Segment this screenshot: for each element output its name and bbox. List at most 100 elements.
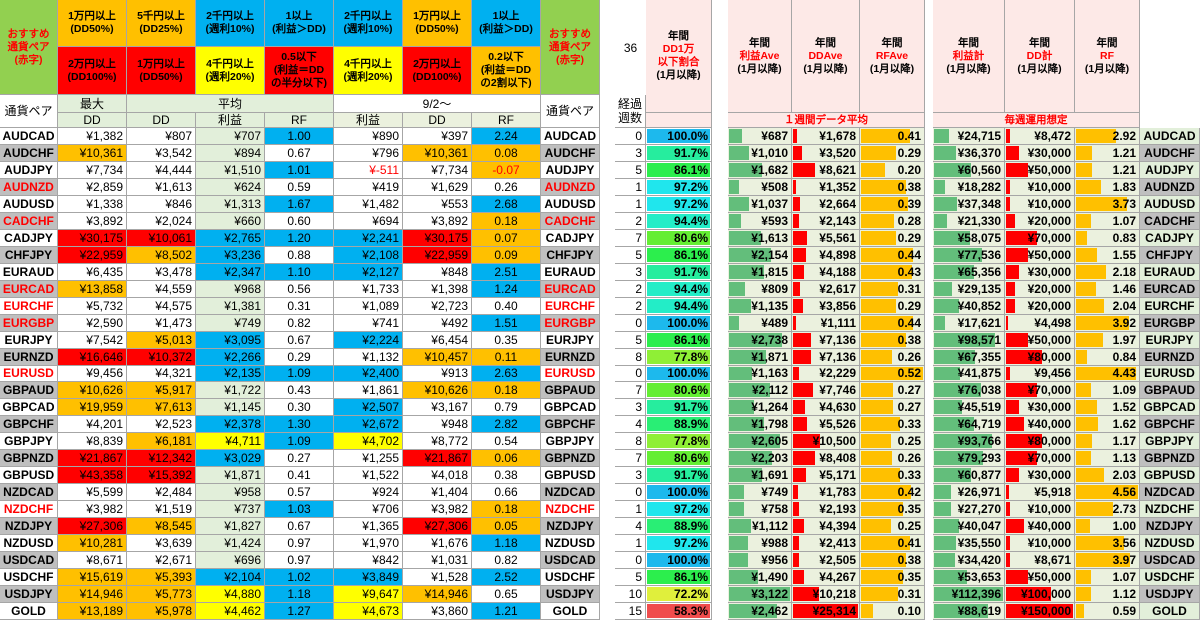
- criteria-bottom: 0.5以下 (利益＝DD の半分以下): [265, 47, 334, 95]
- cell-text: 2.73: [1112, 502, 1136, 517]
- pct-fill: [647, 230, 710, 245]
- pct-text: 80.6%: [673, 383, 708, 398]
- value-cell: ¥1,031: [403, 552, 472, 570]
- sum-cell: ¥50,000: [1005, 331, 1075, 349]
- weeks-cell: 7: [615, 450, 646, 468]
- value-cell: ¥15,392: [127, 467, 196, 485]
- data-bar: [793, 366, 799, 381]
- pair-cell: EURCHF: [541, 297, 600, 315]
- cell-text: ¥37,348: [957, 196, 1001, 211]
- data-bar: [934, 247, 982, 262]
- data-bar: [1076, 383, 1091, 398]
- sum-cell: ¥58,075: [933, 229, 1005, 247]
- data-bar: [934, 366, 960, 381]
- pair-cell: GBPNZD: [0, 450, 58, 468]
- value-cell: 2.52: [472, 569, 541, 587]
- pct-cell: 100.0%: [646, 484, 712, 502]
- ave-cell: ¥2,143: [792, 212, 860, 230]
- ave-cell: ¥2,462: [728, 603, 792, 620]
- weeks-cell: 0: [615, 552, 646, 570]
- data-bar: [861, 417, 901, 432]
- data-bar: [861, 162, 885, 177]
- data-bar: [934, 129, 950, 143]
- sum-cell: ¥70,000: [1005, 229, 1075, 247]
- value-cell: ¥6,454: [403, 331, 472, 349]
- pct-header-foot: [646, 113, 712, 128]
- pair-cell: GOLD: [0, 603, 58, 620]
- cell-text: ¥956: [761, 553, 788, 568]
- pair-cell: NZDCAD: [541, 484, 600, 502]
- data-bar: [861, 451, 892, 466]
- cell-text: 0.38: [897, 332, 921, 347]
- sum-cell: ¥9,456: [1005, 365, 1075, 383]
- value-cell: ¥1,871: [196, 467, 265, 485]
- sum-cell: ¥65,356: [933, 263, 1005, 281]
- cell-text: ¥489: [761, 315, 788, 330]
- data-bar: [793, 519, 805, 534]
- data-bar: [1006, 162, 1029, 177]
- value-cell: ¥19,959: [58, 399, 127, 417]
- value-cell: 0.67: [265, 144, 334, 162]
- pct-fill: [647, 570, 710, 585]
- data-bar: [729, 519, 751, 534]
- recommend-header: おすすめ 通貨ペア (赤字): [0, 0, 58, 95]
- cell-text: 0.25: [897, 434, 921, 449]
- cell-text: 0.59: [1112, 604, 1136, 618]
- value-cell: 0.56: [265, 280, 334, 298]
- criteria-bottom: 4千円以上 (週利20%): [196, 47, 265, 95]
- cell-text: 0.83: [1112, 230, 1136, 245]
- ave-cell: 0.52: [860, 365, 925, 383]
- pair-cell: NZDUSD: [1140, 535, 1200, 553]
- value-cell: ¥30,175: [403, 229, 472, 247]
- pair-cell: NZDJPY: [1140, 518, 1200, 536]
- sum-cell: ¥30,000: [1005, 263, 1075, 281]
- value-cell: 1.00: [265, 128, 334, 145]
- sum-cell: 1.09: [1075, 382, 1140, 400]
- ave-cell: ¥7,136: [792, 348, 860, 366]
- pct-text: 97.2%: [673, 179, 708, 194]
- pct-cell: 88.9%: [646, 416, 712, 434]
- ave-cell: ¥1,613: [728, 229, 792, 247]
- sum-cell: ¥70,000: [1005, 450, 1075, 468]
- cell-text: ¥41,875: [957, 366, 1001, 381]
- value-cell: ¥2,859: [58, 178, 127, 196]
- value-cell: 1.24: [472, 280, 541, 298]
- value-cell: ¥2,108: [334, 246, 403, 264]
- value-cell: ¥968: [196, 280, 265, 298]
- cell-text: ¥1,798: [751, 417, 788, 432]
- value-cell: 1.67: [265, 195, 334, 213]
- ave-cell: 0.26: [860, 348, 925, 366]
- value-cell: ¥10,457: [403, 348, 472, 366]
- sum-cell: 3.56: [1075, 535, 1140, 553]
- value-cell: ¥22,959: [58, 246, 127, 264]
- value-cell: ¥807: [127, 128, 196, 145]
- pair-cell: EURGBP: [0, 314, 58, 332]
- cell-text: 0.26: [897, 349, 921, 364]
- cell-text: 0.52: [897, 366, 921, 381]
- data-bar: [793, 332, 812, 347]
- weeks-cell: 2: [615, 280, 646, 298]
- value-cell: 0.40: [472, 297, 541, 315]
- ave-cell: ¥5,526: [792, 416, 860, 434]
- data-bar: [793, 536, 800, 551]
- pair-cell: EURGBP: [1140, 314, 1200, 332]
- ave-cell: 0.28: [860, 212, 925, 230]
- cell-text: ¥2,664: [819, 196, 856, 211]
- data-bar: [934, 281, 952, 296]
- ave-cell: 0.27: [860, 382, 925, 400]
- data-bar: [861, 519, 891, 534]
- cell-text: ¥2,193: [819, 502, 856, 517]
- cell-text: ¥60,560: [957, 162, 1001, 177]
- pct-text: 97.2%: [673, 536, 708, 551]
- value-cell: ¥4,711: [196, 433, 265, 451]
- cell-text: ¥98,571: [957, 332, 1001, 347]
- cell-text: ¥687: [761, 128, 788, 143]
- pct-fill: [647, 553, 710, 568]
- ave-cell: ¥2,193: [792, 501, 860, 519]
- pair-cell: AUDNZD: [541, 178, 600, 196]
- cell-text: ¥80,000: [1027, 349, 1071, 364]
- ave-cell: ¥3,856: [792, 297, 860, 315]
- value-cell: 0.41: [265, 467, 334, 485]
- pct-fill: [647, 129, 710, 143]
- value-cell: ¥1,613: [127, 178, 196, 196]
